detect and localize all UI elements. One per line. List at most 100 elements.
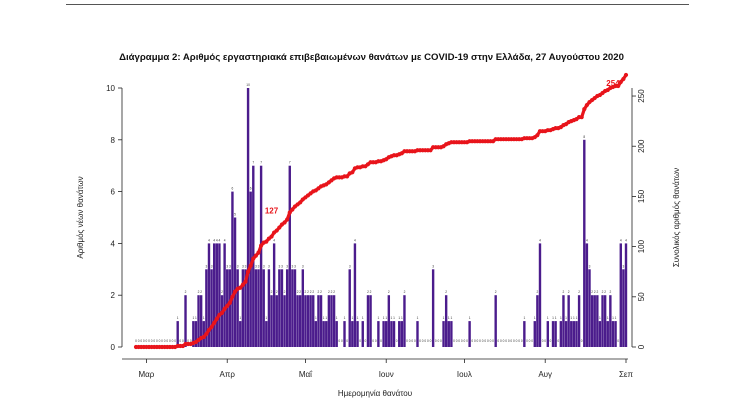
bar-value-label: 1	[177, 316, 179, 320]
x-tick-label: Ιουν	[379, 370, 394, 379]
bar-value-label: 4	[620, 238, 622, 242]
bar-value-label: 3	[229, 264, 231, 268]
x-tick-label: Απρ	[220, 370, 236, 379]
bar-value-label: 2	[185, 290, 187, 294]
bar-value-label: 0	[169, 339, 171, 343]
bar-value-label: 7	[252, 161, 254, 165]
bar-value-label: 0	[497, 339, 499, 343]
bar	[215, 243, 218, 347]
bar-value-label: 0	[557, 339, 559, 343]
cumulative-point	[253, 253, 258, 258]
bar-value-label: 2	[370, 290, 372, 294]
cumulative-point	[282, 220, 287, 225]
bar-value-label: 1	[615, 316, 617, 320]
cumulative-point	[535, 133, 540, 138]
bar-value-label: 4	[213, 238, 215, 242]
bar-value-label: 1	[315, 316, 317, 320]
bar-value-label: 4	[219, 238, 221, 242]
bar	[228, 269, 232, 347]
bar-value-label: 1	[565, 316, 567, 320]
bar	[192, 321, 195, 347]
x-tick-label: Αυγ	[538, 370, 552, 379]
cumulative-point	[212, 320, 217, 326]
bar	[353, 243, 357, 347]
bar	[403, 295, 406, 347]
bar	[564, 321, 568, 347]
bar-value-label: 0	[464, 339, 466, 343]
bar-value-label: 1	[323, 316, 325, 320]
bar-value-label: 2	[307, 290, 309, 294]
bar-value-label: 0	[508, 339, 510, 343]
bar	[598, 321, 602, 347]
bar	[278, 269, 281, 347]
bar-value-label: 0	[487, 339, 489, 343]
bar	[296, 295, 299, 347]
bar-value-label: 0	[474, 339, 476, 343]
bar-value-label: 1	[203, 316, 205, 320]
bar	[233, 217, 237, 347]
bar-value-label: 1	[448, 316, 450, 320]
bar-value-label: 3	[205, 264, 207, 268]
bar-value-label: 0	[617, 339, 619, 343]
bar-value-label: 2	[495, 290, 497, 294]
bar-value-label: 0	[346, 339, 348, 343]
bar	[212, 243, 216, 347]
bar-value-label: 1	[547, 316, 549, 320]
bar-value-label: 0	[430, 339, 432, 343]
bar-value-label: 2	[568, 290, 570, 294]
bar	[559, 321, 563, 347]
bar	[611, 321, 615, 347]
bar-value-label: 1	[398, 316, 400, 320]
bar	[366, 295, 370, 347]
bar	[241, 269, 245, 347]
bar-value-label: 2	[331, 290, 333, 294]
bar-value-label: 0	[513, 339, 515, 343]
bar-value-label: 1	[417, 316, 419, 320]
bar-value-label: 0	[143, 339, 145, 343]
bar-value-label: 2	[284, 290, 286, 294]
cumulative-point	[582, 106, 587, 112]
bar	[275, 295, 278, 347]
bar-value-label: 0	[500, 339, 502, 343]
bar-value-label: 1	[195, 316, 197, 320]
x-tick-label: Ιουλ	[457, 370, 472, 379]
bar-value-label: 8	[583, 135, 585, 139]
bar-value-label: 0	[422, 339, 424, 343]
cumulative-point	[209, 324, 214, 330]
bar-value-label: 0	[364, 339, 366, 343]
bar-value-label: 0	[466, 339, 468, 343]
cumulative-point	[623, 72, 629, 78]
bar	[609, 295, 612, 347]
bar-value-label: 2	[591, 290, 593, 294]
bar	[596, 295, 599, 347]
bar-value-label: 0	[359, 339, 361, 343]
bar-value-label: 0	[156, 339, 158, 343]
bar-value-label: 0	[490, 339, 492, 343]
bar-value-label: 2	[596, 290, 598, 294]
bar	[272, 243, 276, 347]
bar-value-label: 0	[187, 339, 189, 343]
bar-value-label: 2	[200, 290, 202, 294]
bar-value-label: 0	[135, 339, 137, 343]
bar-value-label: 3	[268, 264, 270, 268]
bar-value-label: 0	[372, 339, 374, 343]
bar	[270, 295, 273, 347]
bar	[593, 295, 596, 347]
bar	[317, 295, 320, 347]
bar-value-label: 2	[297, 290, 299, 294]
bar-value-label: 7	[260, 161, 262, 165]
bar-value-label: 0	[164, 339, 166, 343]
bar	[392, 321, 396, 347]
bar-value-label: 1	[552, 316, 554, 320]
y-axis-title: Αριθμός νέων θανάτων	[76, 176, 85, 258]
cumulative-point	[251, 256, 256, 261]
cumulative-point	[219, 310, 225, 315]
bar	[220, 295, 224, 347]
cumulative-point	[428, 148, 433, 153]
bar-value-label: 0	[479, 339, 481, 343]
bar	[442, 321, 445, 347]
bar	[447, 321, 450, 347]
bar	[523, 321, 526, 347]
bar-value-label: 0	[146, 339, 148, 343]
